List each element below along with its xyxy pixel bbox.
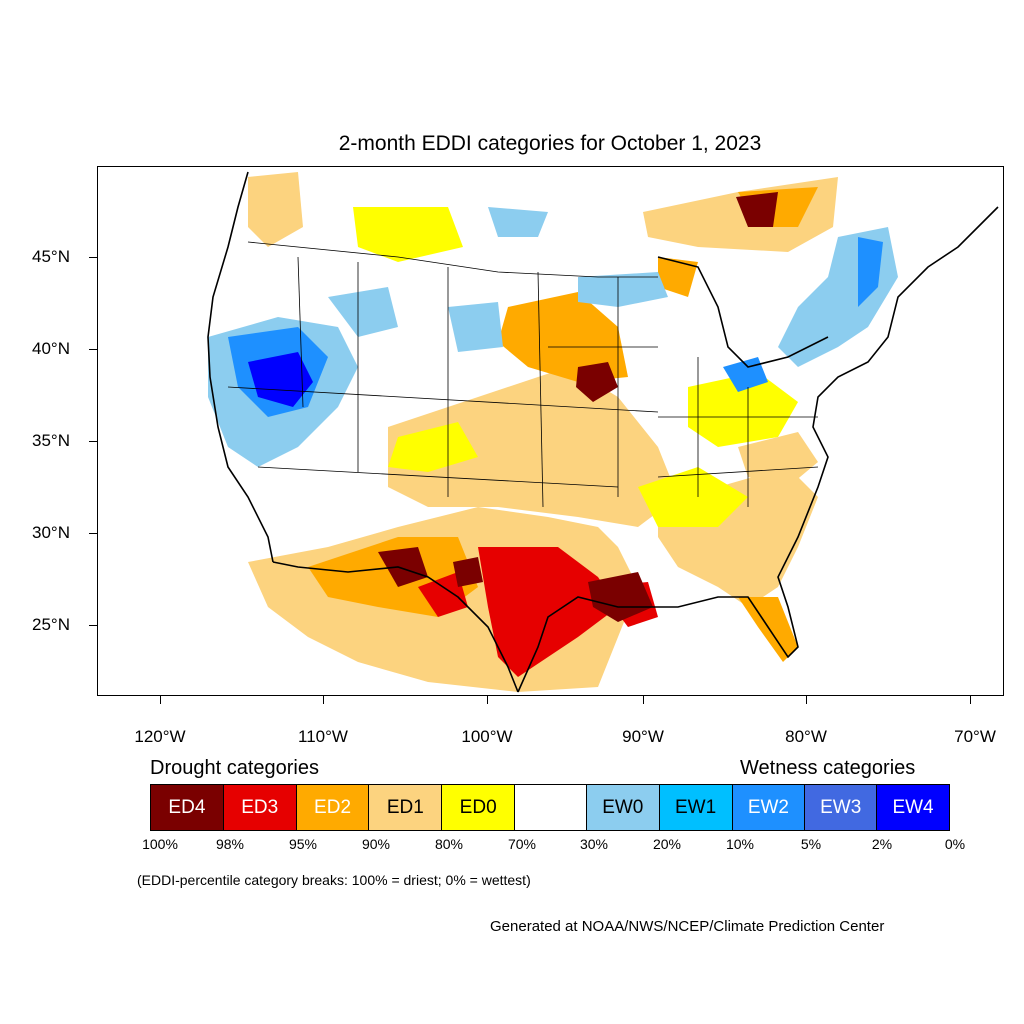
percentile-label: 98%: [215, 836, 245, 852]
state-borders: [227, 241, 819, 508]
x-axis-label: 110°W: [298, 727, 348, 746]
legend-cell-ed4: ED4: [151, 785, 224, 830]
wetness-fill: [208, 207, 898, 467]
y-tick: [89, 533, 97, 534]
drought-heading: Drought categories: [150, 757, 319, 779]
x-axis-label: 80°W: [785, 727, 827, 746]
y-tick: [89, 625, 97, 626]
coastlines: [207, 171, 999, 693]
legend-cell-ed1: ED1: [369, 785, 443, 830]
x-axis-label: 120°W: [134, 727, 186, 746]
x-tick: [806, 696, 807, 704]
x-axis-label: 100°W: [461, 727, 513, 746]
map-title: 2-month EDDI categories for October 1, 2…: [338, 132, 762, 155]
x-tick: [323, 696, 324, 704]
legend-cell-ew0: EW0: [586, 785, 660, 830]
y-axis-label: 30°N: [32, 523, 70, 542]
percentile-label: 5%: [800, 836, 822, 852]
percentile-label: 30%: [579, 836, 609, 852]
percentile-label: 20%: [652, 836, 682, 852]
percentile-label: 90%: [361, 836, 391, 852]
dryness-fill: [248, 172, 838, 692]
y-axis-label: 25°N: [32, 615, 70, 634]
x-axis-label: 70°W: [954, 727, 996, 746]
y-axis-label: 45°N: [32, 247, 70, 266]
legend-cell-ed2: ED2: [296, 785, 370, 830]
legend-cell-ew1: EW1: [659, 785, 733, 830]
legend-cell-ew3: EW3: [805, 785, 878, 830]
credit-line: Generated at NOAA/NWS/NCEP/Climate Predi…: [490, 918, 885, 935]
x-tick: [487, 696, 488, 704]
percentile-label: 100%: [142, 836, 178, 852]
percentile-label: 0%: [944, 836, 966, 852]
y-tick: [89, 349, 97, 350]
percentile-label: 95%: [288, 836, 318, 852]
y-tick: [89, 441, 97, 442]
percentile-label: 80%: [434, 836, 464, 852]
y-axis-label: 40°N: [32, 339, 70, 358]
category-note: (EDDI-percentile category breaks: 100% =…: [137, 872, 531, 888]
percentile-label: 2%: [871, 836, 893, 852]
map-graphic: [207, 171, 999, 693]
y-axis-label: 35°N: [32, 431, 70, 450]
wetness-heading: Wetness categories: [740, 757, 916, 779]
x-axis-label: 90°W: [622, 727, 664, 746]
percentile-label: 10%: [725, 836, 755, 852]
x-tick: [970, 696, 971, 704]
legend-cell-neutral: [515, 785, 587, 830]
x-tick: [643, 696, 644, 704]
eddi-map: [97, 166, 1004, 696]
x-tick: [160, 696, 161, 704]
legend-cell-ed3: ED3: [223, 785, 297, 830]
legend-cell-ew2: EW2: [732, 785, 806, 830]
legend-cell-ed0: ED0: [442, 785, 516, 830]
percentile-label: 70%: [507, 836, 537, 852]
legend-bar: ED4 ED3 ED2 ED1 ED0 EW0 EW1 EW2 EW3 EW4: [150, 784, 950, 831]
legend-cell-ew4: EW4: [877, 785, 949, 830]
y-tick: [89, 257, 97, 258]
